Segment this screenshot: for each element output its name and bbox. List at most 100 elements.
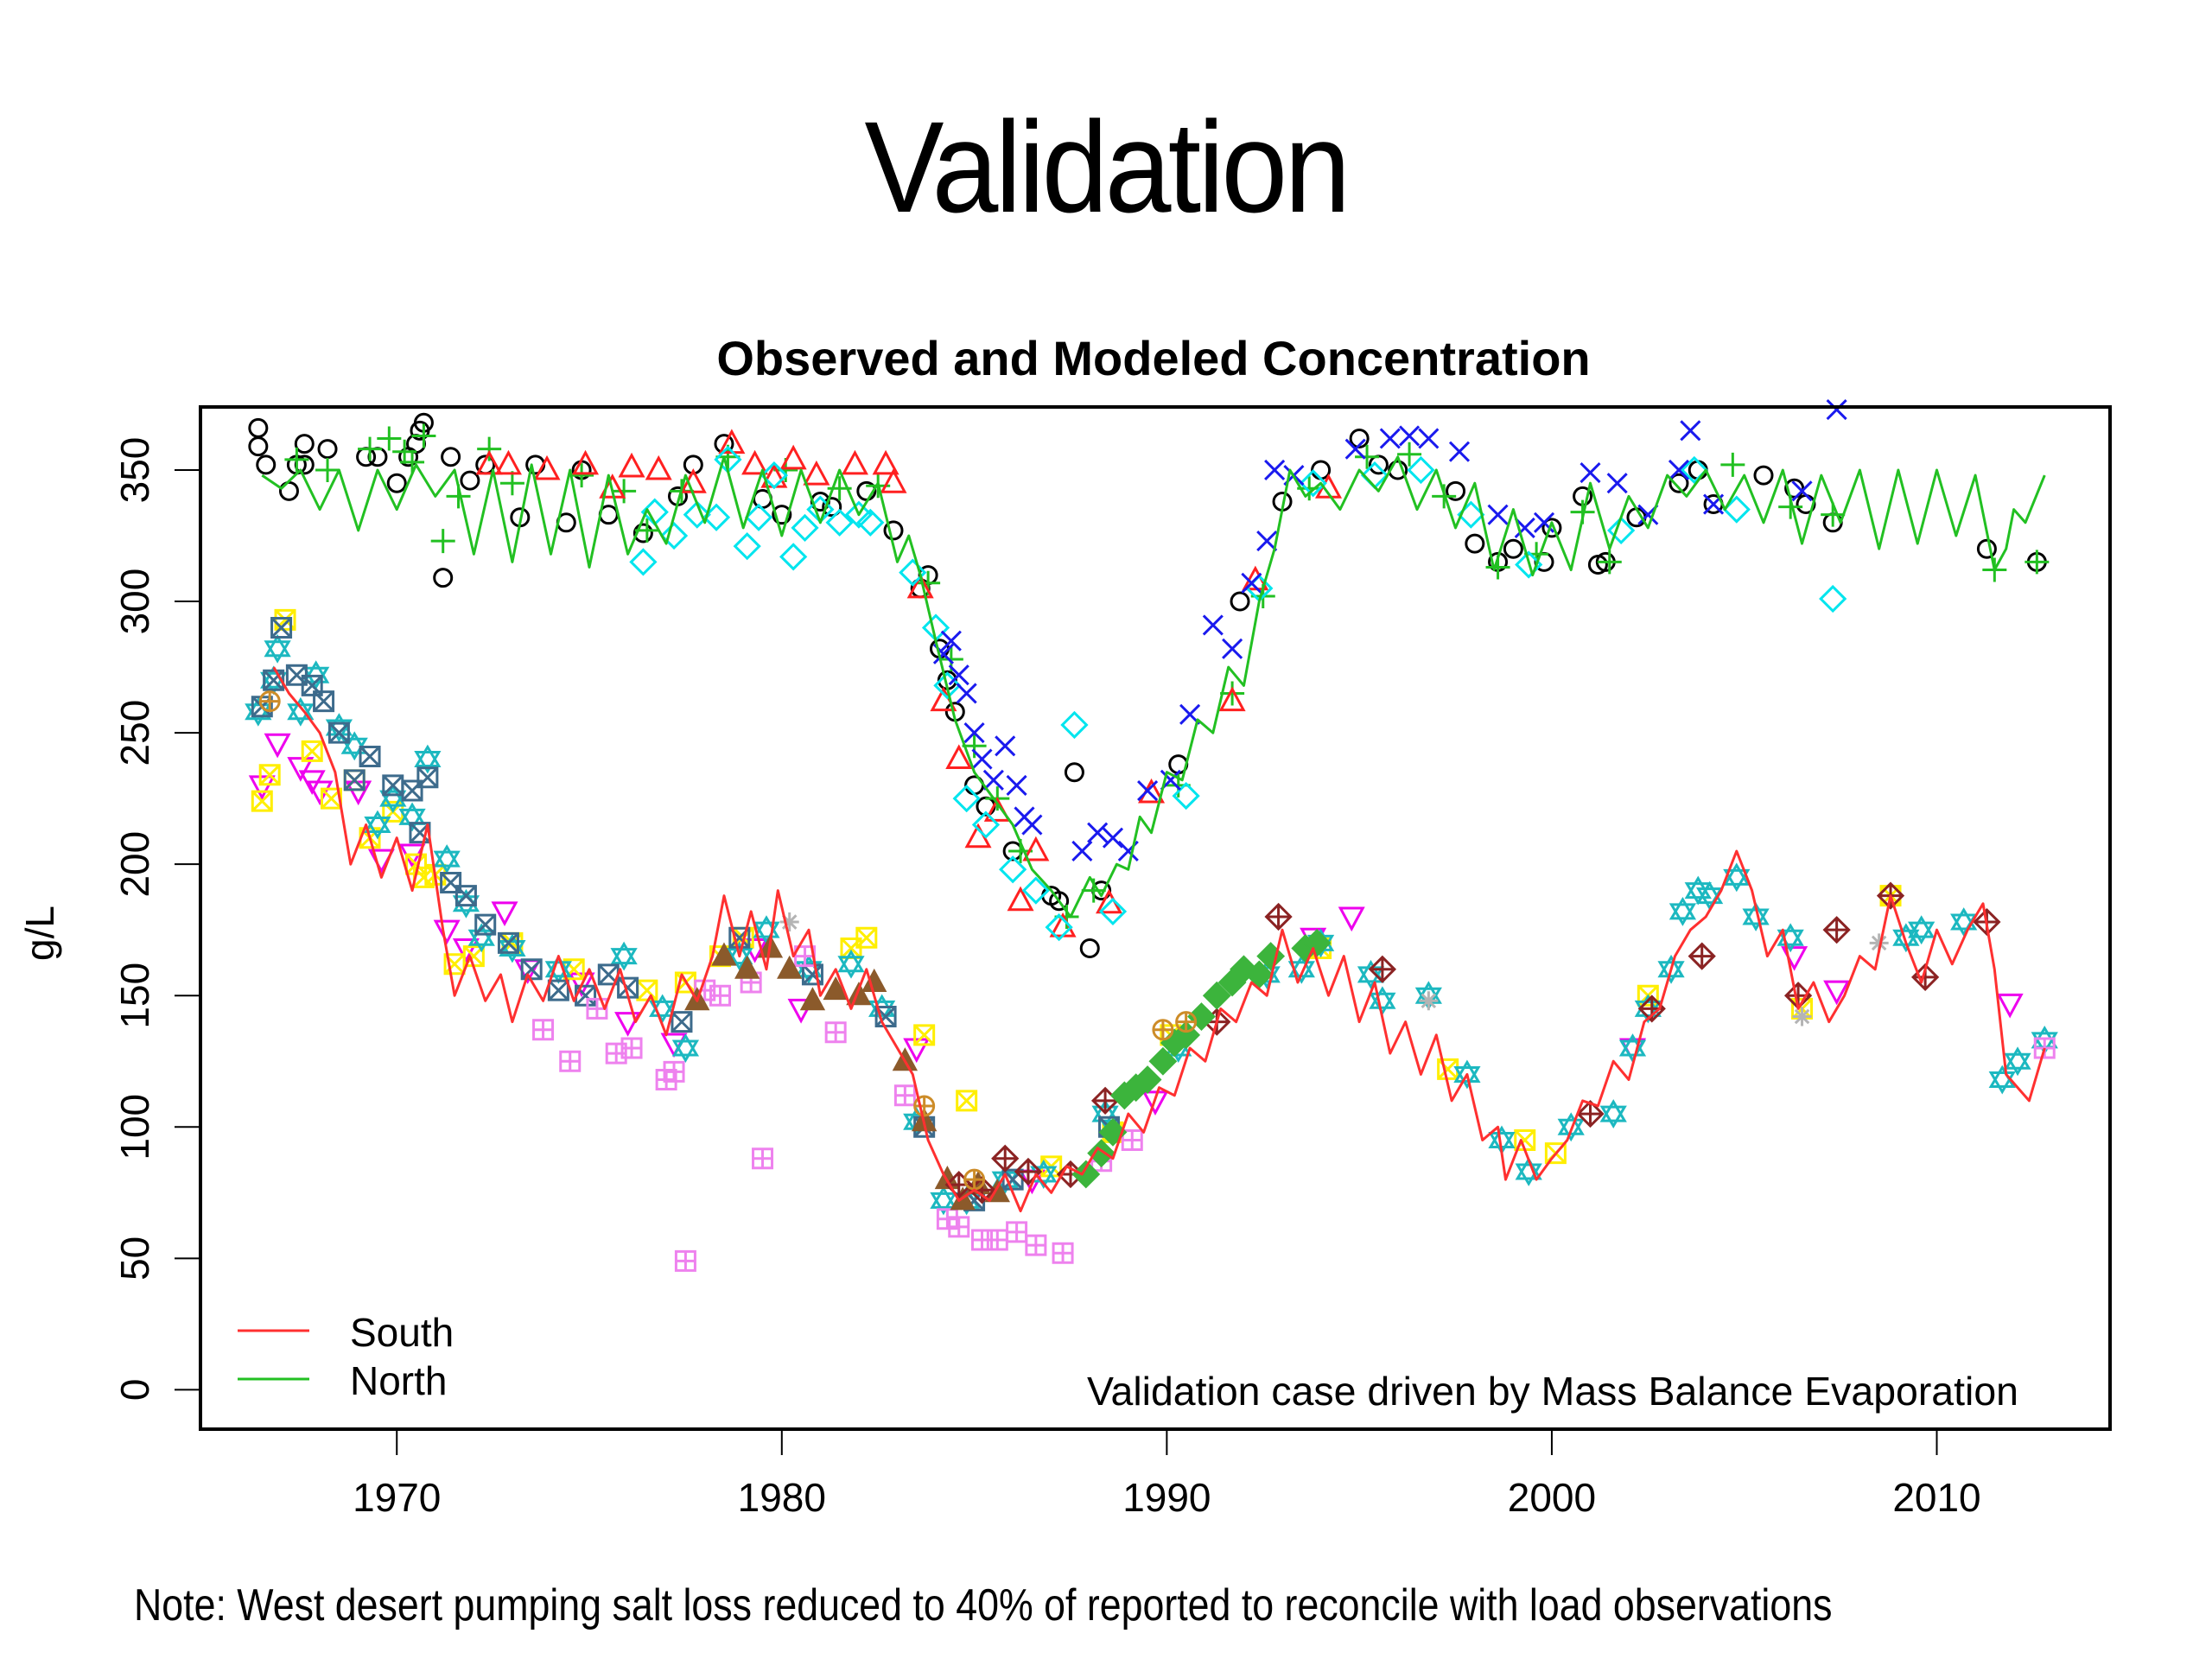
data-point: [1079, 938, 1100, 958]
data-point: [999, 855, 1027, 884]
data-point: [779, 543, 808, 571]
data-point: [452, 938, 480, 963]
data-point: [1597, 550, 1622, 575]
data-point: [1049, 891, 1070, 912]
data-point: [1576, 1099, 1605, 1128]
data-point: [629, 548, 658, 576]
data-point: [278, 480, 299, 501]
data-point: [1669, 896, 1697, 926]
data-point: [313, 690, 335, 713]
observation-group-box-plus-south: [532, 945, 2056, 1272]
data-point: [414, 744, 442, 774]
data-point: [1514, 517, 1535, 538]
data-point: [301, 740, 323, 762]
data-point: [1723, 862, 1751, 893]
data-point: [772, 505, 792, 525]
data-point: [258, 764, 281, 786]
data-point: [1060, 710, 1089, 740]
data-point: [497, 931, 519, 954]
observation-group-filled-triangle-south: [684, 934, 1010, 1211]
data-point: [1607, 516, 1636, 545]
data-point: [787, 998, 815, 1024]
legend-label-north: North: [350, 1358, 447, 1403]
data-point: [844, 500, 874, 529]
data-point: [1202, 981, 1231, 1010]
data-point: [270, 616, 293, 639]
data-point: [1014, 1157, 1043, 1186]
plot-frame: [199, 405, 2112, 1431]
data-point: [711, 942, 737, 966]
data-point: [962, 734, 987, 759]
data-point: [1357, 959, 1385, 989]
data-point: [474, 913, 497, 936]
data-point: [1218, 686, 1246, 712]
data-point: [494, 449, 522, 475]
y-tick-label: 350: [112, 437, 157, 504]
data-point: [1580, 461, 1601, 484]
data-point: [612, 479, 637, 504]
data-point: [475, 449, 503, 475]
data-point: [1657, 954, 1685, 984]
data-point: [1503, 538, 1523, 559]
data-point: [940, 630, 962, 652]
y-tick-label: 100: [112, 1094, 157, 1160]
observation-group-circle-north: [248, 412, 2047, 958]
data-point: [779, 912, 799, 932]
data-point: [824, 1021, 847, 1044]
data-point: [411, 423, 436, 448]
data-point: [930, 1185, 957, 1216]
data-point: [846, 982, 872, 1006]
data-point: [248, 436, 269, 457]
data-point: [1791, 480, 1813, 502]
data-point: [325, 713, 353, 742]
data-point: [752, 1147, 774, 1170]
data-point: [1465, 533, 1485, 554]
data-point: [906, 573, 934, 599]
data-point: [1669, 473, 1689, 493]
data-point: [1141, 1090, 1169, 1116]
data-point: [893, 1084, 916, 1107]
data-point: [367, 447, 388, 467]
data-point: [1369, 986, 1396, 1016]
annotation-text: Validation case driven by Mass Balance E…: [1087, 1369, 2018, 1414]
data-point: [499, 471, 524, 496]
data-point: [1437, 1058, 1459, 1080]
data-point: [760, 461, 789, 490]
data-point: [294, 434, 315, 454]
data-point: [799, 987, 826, 1011]
data-point: [744, 503, 773, 531]
data-point: [359, 745, 381, 767]
data-point: [1137, 779, 1159, 802]
data-point: [454, 885, 477, 907]
data-point: [1446, 480, 1466, 501]
data-point: [1052, 1242, 1074, 1264]
data-point: [1448, 441, 1471, 462]
data-point: [400, 449, 425, 474]
data-point: [256, 454, 276, 475]
footnote: Note: West desert pumping salt loss redu…: [134, 1580, 1833, 1630]
data-point: [1071, 840, 1093, 862]
data-point: [741, 449, 769, 475]
data-point: [1338, 906, 1365, 932]
data-point: [1311, 460, 1332, 480]
data-point: [1022, 836, 1050, 861]
data-point: [1487, 504, 1509, 525]
data-point: [709, 984, 732, 1007]
data-point: [248, 775, 276, 801]
data-point: [1379, 428, 1401, 449]
data-point: [1355, 444, 1380, 469]
x-tick-label: 1980: [738, 1475, 826, 1520]
data-point: [1869, 933, 1889, 953]
data-point: [1222, 638, 1243, 659]
chart-title: Observed and Modeled Concentration: [716, 331, 1590, 385]
data-point: [1230, 591, 1250, 612]
data-point: [617, 976, 639, 999]
y-axis-label: g/L: [17, 906, 62, 961]
data-point: [872, 449, 899, 475]
data-point: [726, 941, 753, 971]
data-point: [345, 780, 372, 806]
observation-group-diamond-plus-south: [944, 881, 2001, 1205]
data-point: [1680, 455, 1708, 485]
data-point: [1753, 465, 1774, 486]
